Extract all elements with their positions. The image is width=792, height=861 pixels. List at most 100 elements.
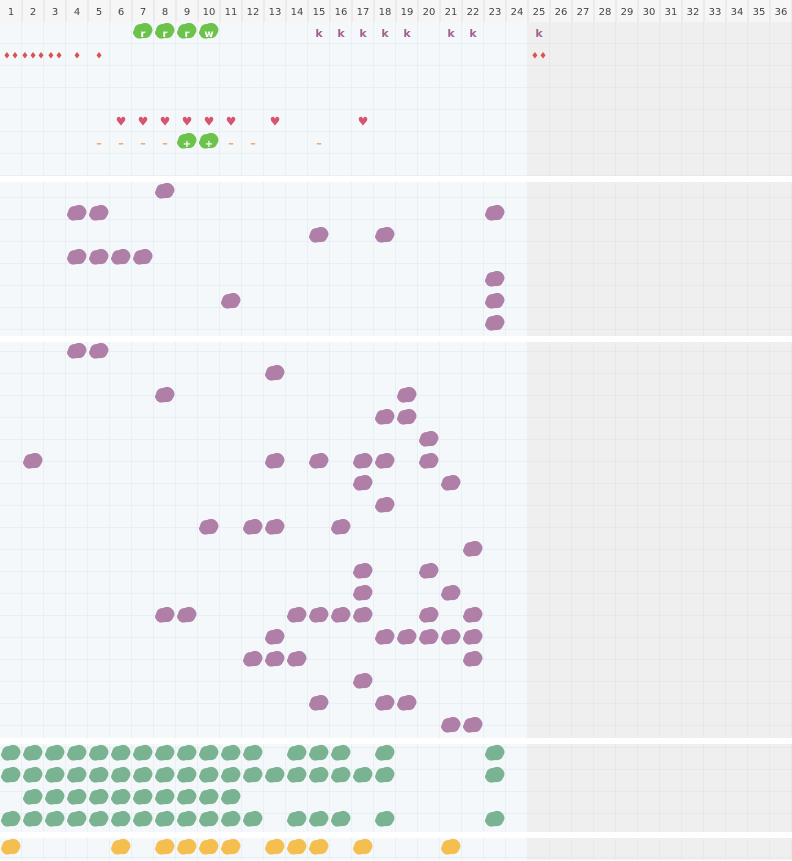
column-header: 31 [665, 7, 678, 18]
cell-blob [243, 744, 263, 761]
cell-blob [243, 650, 263, 667]
cell-blob [287, 838, 307, 855]
cell-blob [353, 562, 373, 579]
column-header: 32 [687, 7, 700, 18]
cell-blob [221, 810, 241, 827]
column-header: 2 [30, 7, 36, 18]
section-inactive [528, 182, 792, 336]
letter-marker: k [315, 27, 323, 40]
cell-blob [375, 744, 395, 761]
cell-blob [353, 672, 373, 689]
cell-blob [419, 452, 439, 469]
cell-blob [265, 452, 285, 469]
heart-marker: ♥ [358, 115, 369, 129]
letter-marker: k [381, 27, 389, 40]
cell-blob [463, 606, 483, 623]
letter-marker: k [535, 27, 543, 40]
cell-blob [485, 744, 505, 761]
cell-blob [397, 386, 417, 403]
cell-blob [485, 292, 505, 309]
cell-blob [265, 364, 285, 381]
cell-blob [485, 810, 505, 827]
tile-blob [155, 22, 175, 39]
column-header: 10 [203, 7, 216, 18]
tile-blob [133, 22, 153, 39]
cell-blob [67, 744, 87, 761]
tile-label: + [183, 139, 191, 150]
column-header: 35 [753, 7, 766, 18]
cell-blob [111, 788, 131, 805]
section-inactive [528, 342, 792, 738]
tile-label: r [163, 29, 168, 40]
column-header: 21 [445, 7, 458, 18]
cell-blob [155, 386, 175, 403]
column-header: 24 [511, 7, 524, 18]
cell-blob [331, 744, 351, 761]
column-header: 23 [489, 7, 502, 18]
cell-blob [485, 204, 505, 221]
cell-blob [397, 694, 417, 711]
cell-blob [375, 452, 395, 469]
cell-blob [111, 838, 131, 855]
cell-blob [155, 744, 175, 761]
column-header: 34 [731, 7, 744, 18]
cell-blob [45, 744, 65, 761]
cell-blob [89, 744, 109, 761]
cell-blob [221, 744, 241, 761]
heart-marker: ♥ [270, 115, 281, 129]
column-header: 33 [709, 7, 722, 18]
section-grid [0, 182, 528, 336]
cell-blob [45, 788, 65, 805]
cell-blob [397, 408, 417, 425]
cell-blob [89, 766, 109, 783]
cell-blob [67, 788, 87, 805]
cell-blob [331, 810, 351, 827]
cell-blob [243, 766, 263, 783]
column-header: 28 [599, 7, 612, 18]
letter-marker: k [469, 27, 477, 40]
cell-blob [441, 838, 461, 855]
column-header: 25 [533, 7, 546, 18]
cell-blob [1, 766, 21, 783]
drop-marker: ♦♦♦ [21, 52, 45, 62]
column-header: 9 [184, 7, 190, 18]
cell-blob [23, 452, 43, 469]
section-grid [0, 22, 528, 176]
cell-blob [353, 838, 373, 855]
cell-blob [23, 810, 43, 827]
cell-blob [111, 744, 131, 761]
dash-marker: – [140, 137, 146, 150]
cell-blob [177, 838, 197, 855]
cell-blob [67, 204, 87, 221]
cell-blob [89, 342, 109, 359]
cell-blob [441, 584, 461, 601]
cell-blob [419, 430, 439, 447]
column-header: 17 [357, 7, 370, 18]
cell-blob [89, 204, 109, 221]
cell-blob [67, 342, 87, 359]
cell-blob [375, 766, 395, 783]
column-header: 12 [247, 7, 260, 18]
cell-blob [177, 744, 197, 761]
column-header: 18 [379, 7, 392, 18]
cell-blob [155, 182, 175, 199]
cell-blob [221, 292, 241, 309]
cell-blob [221, 838, 241, 855]
column-header: 3 [52, 7, 58, 18]
column-header: 19 [401, 7, 414, 18]
letter-marker: k [359, 27, 367, 40]
cell-blob [265, 766, 285, 783]
cell-blob [199, 838, 219, 855]
column-header: 7 [140, 7, 146, 18]
tile-label: r [185, 29, 190, 40]
cell-blob [309, 606, 329, 623]
cell-blob [331, 518, 351, 535]
cell-blob [199, 810, 219, 827]
cell-blob [463, 650, 483, 667]
column-header: 29 [621, 7, 634, 18]
cell-blob [309, 452, 329, 469]
cell-blob [177, 810, 197, 827]
cell-blob [353, 606, 373, 623]
cell-blob [89, 810, 109, 827]
cell-blob [89, 248, 109, 265]
